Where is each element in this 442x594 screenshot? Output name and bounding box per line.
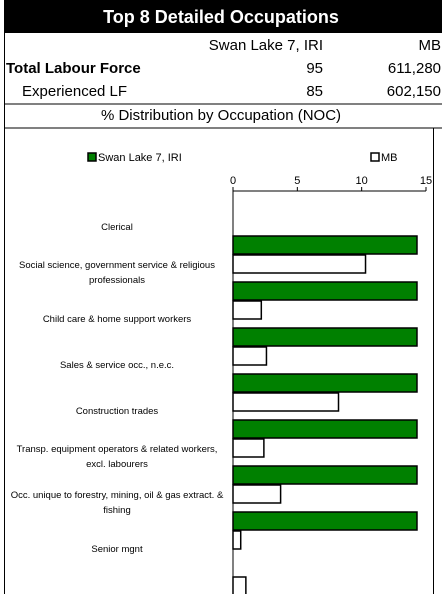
bar [232,373,418,393]
title: Top 8 Detailed Occupations [103,7,339,27]
category-text: Social science, government service & rel… [19,260,215,286]
category-text: Occ. unique to forestry, mining, oil & g… [10,490,224,516]
bar [232,235,418,255]
bar [232,281,418,301]
category-text: Sales & service occ., n.e.c. [59,359,175,371]
x-tick-label: 5 [294,175,300,187]
column-header: MB [419,37,442,54]
header-bar [4,0,442,33]
bar [232,300,263,320]
category-text: Child care & home support workers [42,313,192,325]
legend-label: MB [381,152,398,164]
bar [232,511,418,531]
category-label: Senior mgnt [91,543,143,555]
category-label: Clerical [101,221,133,233]
x-tick-label: 10 [356,175,368,187]
bar [232,438,265,458]
category-text: Clerical [101,221,133,233]
cell: 611,280 [388,60,441,77]
row-label: Experienced LF [22,83,127,100]
bar [232,392,340,412]
column-header: Swan Lake 7, IRI [209,37,323,54]
category-label: Social science, government service & rel… [19,260,215,286]
category-text: Transp. equipment operators & related wo… [16,444,218,470]
category-text: Construction trades [75,405,159,417]
legend-swatch [370,152,380,162]
legend-swatch [87,152,97,162]
bar [232,530,242,550]
category-label: Occ. unique to forestry, mining, oil & g… [10,490,224,516]
bar [232,465,418,485]
section-title: % Distribution by Occupation (NOC) [101,107,341,124]
row-label: Total Labour Force [6,60,141,77]
cell: 85 [306,83,323,100]
bar [232,484,282,504]
bar [232,346,268,366]
x-tick-label: 15 [420,175,432,187]
category-label: Transp. equipment operators & related wo… [16,444,218,470]
category-label: Child care & home support workers [42,313,192,325]
category-label: Sales & service occ., n.e.c. [59,359,175,371]
bar [232,576,247,594]
bar [232,419,418,439]
cell: 602,150 [387,83,441,100]
bar [232,327,418,347]
category-text: Senior mgnt [91,543,143,555]
cell: 95 [306,60,323,77]
x-tick-label: 0 [230,175,236,187]
category-label: Construction trades [75,405,159,417]
legend-label: Swan Lake 7, IRI [98,152,182,164]
bar [232,254,367,274]
